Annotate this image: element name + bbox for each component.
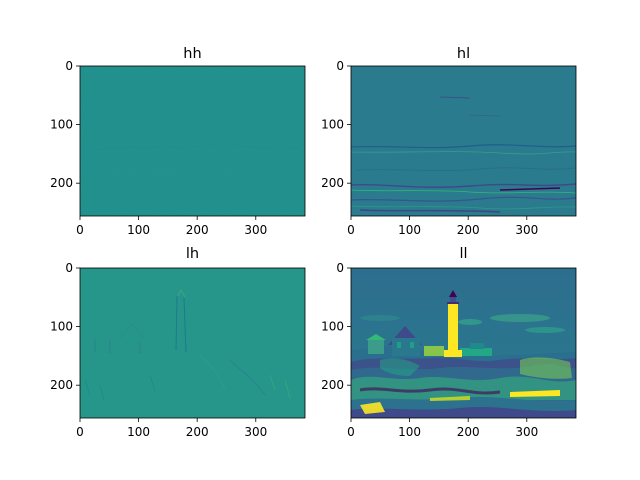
y-tick-label: 0	[336, 59, 344, 73]
y-tick-label: 100	[321, 118, 344, 132]
axes: 0 100 200 300 0 100 200	[50, 261, 267, 439]
heatmap-image	[80, 66, 305, 216]
panel-title: hh	[183, 46, 201, 62]
x-tick-label: 100	[127, 425, 150, 439]
y-tick-label: 0	[65, 59, 73, 73]
x-tick-label: 100	[398, 425, 421, 439]
panel-ll: ll	[321, 246, 577, 439]
y-tick-label: 200	[50, 176, 73, 190]
x-tick-label: 100	[398, 223, 421, 237]
heatmap-image	[350, 66, 577, 216]
x-tick-label: 0	[347, 425, 355, 439]
plot-frame	[350, 267, 577, 419]
x-tick-label: 200	[457, 223, 480, 237]
y-tick-label: 100	[50, 320, 73, 334]
y-tick-label: 0	[336, 261, 344, 275]
x-tick-label: 0	[347, 223, 355, 237]
plot-frame	[79, 65, 306, 217]
x-tick-label: 200	[186, 223, 209, 237]
y-tick-label: 100	[50, 118, 73, 132]
y-tick-label: 200	[321, 176, 344, 190]
y-tick-label: 0	[65, 261, 73, 275]
y-tick-label: 100	[321, 320, 344, 334]
x-tick-label: 300	[515, 425, 538, 439]
plot-frame	[79, 267, 306, 419]
axes: 0 100 200 300 0 100 200	[321, 261, 538, 439]
x-tick-label: 300	[244, 223, 267, 237]
panel-title: hl	[457, 46, 470, 62]
panel-hh: hh 0 100 200 300 0 100 200	[50, 46, 306, 237]
panel-title: ll	[459, 246, 467, 262]
x-tick-label: 0	[76, 425, 84, 439]
plot-frame	[350, 65, 577, 217]
x-tick-label: 300	[515, 223, 538, 237]
heatmap-image	[80, 268, 305, 418]
panel-lh: lh 0 100 200 300 0 100 200	[50, 246, 306, 439]
y-tick-label: 200	[321, 378, 344, 392]
panel-hl: hl 0 100 200 300 0 100 200	[321, 46, 577, 237]
x-tick-label: 0	[76, 223, 84, 237]
axes: 0 100 200 300 0 100 200	[321, 59, 538, 237]
x-tick-label: 300	[244, 425, 267, 439]
panel-title: lh	[186, 246, 199, 262]
y-tick-label: 200	[50, 378, 73, 392]
axes: 0 100 200 300 0 100 200	[50, 59, 267, 237]
x-tick-label: 100	[127, 223, 150, 237]
heatmap-image	[351, 268, 576, 418]
x-tick-label: 200	[457, 425, 480, 439]
x-tick-label: 200	[186, 425, 209, 439]
